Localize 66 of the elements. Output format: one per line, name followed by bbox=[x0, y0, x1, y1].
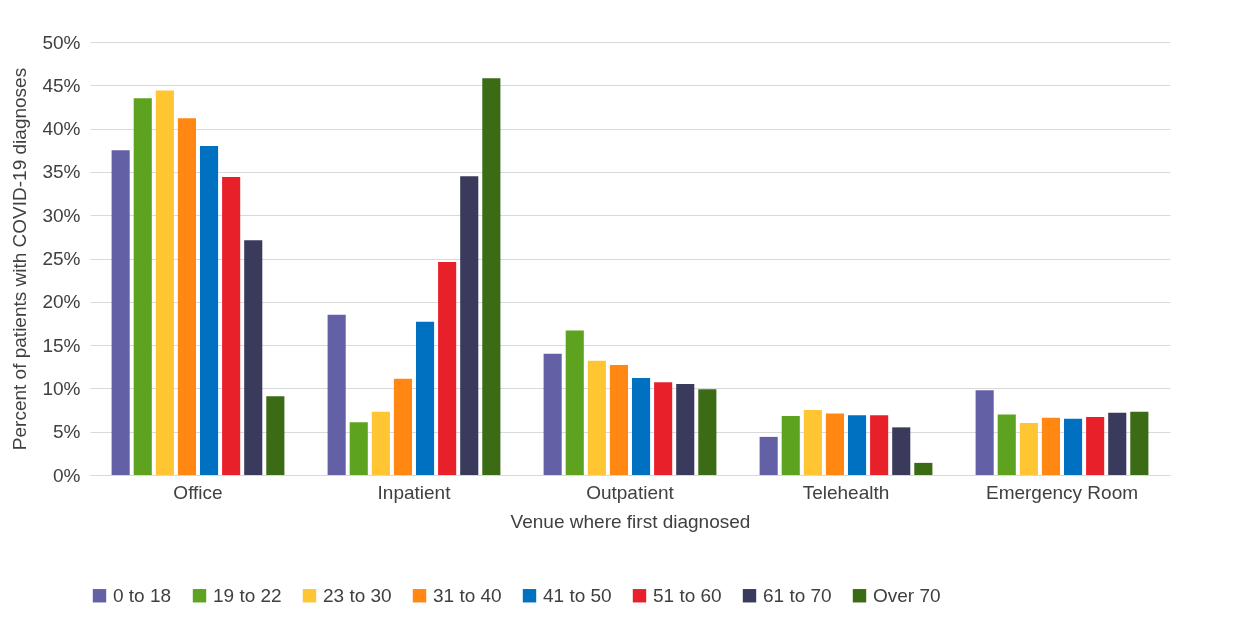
bar bbox=[587, 360, 606, 475]
legend-label: 19 to 22 bbox=[213, 584, 282, 606]
bar bbox=[155, 90, 174, 475]
bar bbox=[1130, 411, 1149, 475]
bar bbox=[177, 118, 197, 475]
y-tick-label: 10% bbox=[42, 377, 81, 399]
bar bbox=[997, 414, 1016, 475]
bar bbox=[892, 427, 911, 475]
bar bbox=[327, 314, 346, 475]
bar bbox=[609, 365, 629, 475]
bar bbox=[631, 378, 651, 475]
y-tick-label: 25% bbox=[42, 248, 81, 269]
x-axis-title: Venue where first diagnosed bbox=[510, 510, 751, 532]
bar bbox=[543, 353, 562, 475]
x-tick-label: Inpatient bbox=[377, 481, 452, 503]
bar bbox=[676, 384, 695, 475]
legend-label: 51 to 60 bbox=[653, 584, 722, 606]
bar bbox=[654, 382, 673, 475]
bar bbox=[847, 415, 867, 475]
bar bbox=[266, 396, 285, 475]
x-tick-label: Telehealth bbox=[802, 481, 890, 503]
bar bbox=[698, 389, 717, 475]
bar bbox=[870, 415, 889, 475]
bar bbox=[1041, 417, 1061, 475]
bar bbox=[133, 98, 152, 475]
bar bbox=[438, 261, 457, 475]
bar bbox=[825, 413, 845, 475]
bar bbox=[759, 436, 778, 475]
bar bbox=[1063, 418, 1083, 475]
y-tick-label: 30% bbox=[42, 204, 81, 226]
bar bbox=[975, 390, 994, 475]
bar bbox=[222, 177, 241, 475]
x-tick-label: Office bbox=[173, 481, 223, 503]
legend-label: 23 to 30 bbox=[323, 584, 392, 606]
bar bbox=[244, 240, 263, 475]
y-axis-title: Percent of patients with COVID-19 diagnoses bbox=[9, 67, 31, 451]
y-tick-label: 0% bbox=[53, 464, 81, 486]
y-tick-label: 45% bbox=[42, 74, 81, 96]
legend-label: Over 70 bbox=[873, 584, 941, 606]
x-tick-label: Outpatient bbox=[586, 481, 675, 503]
legend-label: 61 to 70 bbox=[763, 584, 832, 606]
bar bbox=[415, 321, 435, 475]
bar bbox=[803, 410, 822, 475]
y-tick-label: 40% bbox=[42, 118, 81, 140]
bar bbox=[393, 378, 413, 475]
y-tick-label: 15% bbox=[42, 334, 81, 356]
y-tick-label: 35% bbox=[42, 161, 81, 183]
x-tick-label: Emergency Room bbox=[985, 481, 1139, 503]
bar bbox=[111, 150, 130, 475]
bar bbox=[371, 411, 390, 475]
bar bbox=[1086, 416, 1105, 475]
y-tick-label: 50% bbox=[42, 31, 81, 53]
legend-label: 31 to 40 bbox=[433, 584, 502, 606]
bar bbox=[460, 176, 479, 475]
bar bbox=[781, 416, 800, 475]
bar bbox=[1019, 423, 1038, 475]
bar bbox=[482, 78, 501, 475]
bar bbox=[565, 330, 584, 475]
legend-label: 41 to 50 bbox=[543, 584, 612, 606]
y-tick-label: 20% bbox=[42, 291, 81, 313]
bar bbox=[1108, 412, 1127, 475]
bar bbox=[914, 462, 933, 475]
y-tick-label: 5% bbox=[53, 421, 81, 443]
bar bbox=[349, 422, 368, 475]
bar bbox=[199, 145, 219, 475]
legend-label: 0 to 18 bbox=[113, 584, 172, 606]
